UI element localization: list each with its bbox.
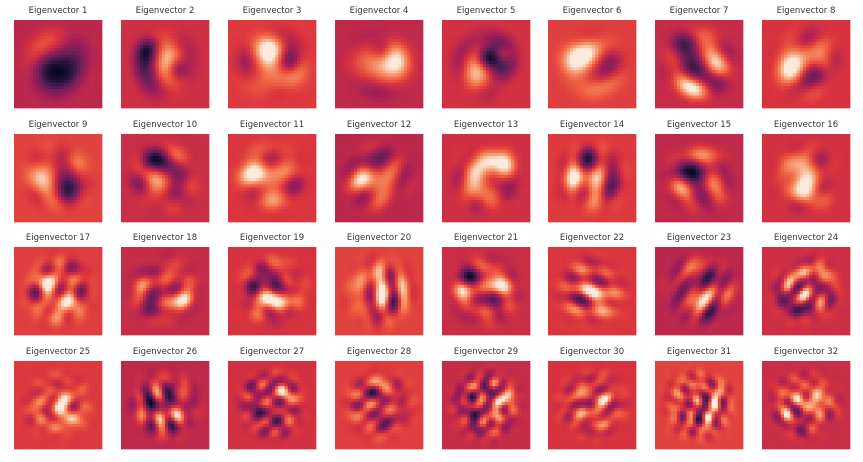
eigenvector-image <box>762 20 851 109</box>
eigenvector-panel: Eigenvector 17 <box>14 233 103 336</box>
eigenvector-panel: Eigenvector 23 <box>655 233 744 336</box>
eigenvector-panel: Eigenvector 15 <box>655 120 744 223</box>
panel-title: Eigenvector 6 <box>563 6 622 16</box>
eigenvector-panel: Eigenvector 4 <box>335 6 424 109</box>
eigenvector-image <box>762 361 851 450</box>
panel-title: Eigenvector 10 <box>133 120 197 130</box>
eigenvector-panel: Eigenvector 3 <box>228 6 317 109</box>
panel-title: Eigenvector 11 <box>240 120 304 130</box>
eigenvector-image <box>228 361 317 450</box>
panel-title: Eigenvector 26 <box>133 347 197 357</box>
eigenvector-image <box>762 134 851 223</box>
panel-title: Eigenvector 19 <box>240 233 304 243</box>
panel-title: Eigenvector 27 <box>240 347 304 357</box>
eigenvector-image <box>121 134 210 223</box>
eigenvector-panel: Eigenvector 11 <box>228 120 317 223</box>
panel-title: Eigenvector 32 <box>774 347 838 357</box>
panel-title: Eigenvector 3 <box>243 6 302 16</box>
panels-group: Eigenvector 1 Eigenvector 2 Eigenvector 3 E… <box>14 6 851 450</box>
panel-title: Eigenvector 23 <box>667 233 731 243</box>
eigenvector-panel: Eigenvector 20 <box>335 233 424 336</box>
eigenvector-image <box>655 361 744 450</box>
eigenvector-panel: Eigenvector 9 <box>14 120 103 223</box>
eigenvector-image <box>655 134 744 223</box>
eigenvector-panel: Eigenvector 27 <box>228 347 317 450</box>
eigenvector-panel: Eigenvector 13 <box>442 120 531 223</box>
panel-title: Eigenvector 25 <box>26 347 90 357</box>
eigenvector-image <box>121 361 210 450</box>
panel-title: Eigenvector 21 <box>454 233 518 243</box>
eigenvector-panel: Eigenvector 26 <box>121 347 210 450</box>
eigenvector-image <box>228 247 317 336</box>
eigenvector-panel: Eigenvector 30 <box>548 347 637 450</box>
eigenvector-image <box>14 134 103 223</box>
eigenvector-image <box>442 20 531 109</box>
panel-title: Eigenvector 18 <box>133 233 197 243</box>
eigenvector-image <box>762 247 851 336</box>
panel-title: Eigenvector 17 <box>26 233 90 243</box>
eigenvector-panel: Eigenvector 6 <box>548 6 637 109</box>
eigenvector-image <box>228 20 317 109</box>
eigenvector-panel: Eigenvector 24 <box>762 233 851 336</box>
eigenvector-panel: Eigenvector 19 <box>228 233 317 336</box>
eigenvector-panel: Eigenvector 10 <box>121 120 210 223</box>
eigenvector-panel: Eigenvector 28 <box>335 347 424 450</box>
eigenvector-panel: Eigenvector 14 <box>548 120 637 223</box>
eigenvector-panel: Eigenvector 8 <box>762 6 851 109</box>
panel-title: Eigenvector 2 <box>136 6 195 16</box>
eigenvector-image <box>548 20 637 109</box>
panel-title: Eigenvector 4 <box>350 6 409 16</box>
eigenvector-image <box>548 247 637 336</box>
eigenvector-image <box>655 20 744 109</box>
eigenvector-panel: Eigenvector 5 <box>442 6 531 109</box>
panel-title: Eigenvector 24 <box>774 233 838 243</box>
eigenvector-panel: Eigenvector 22 <box>548 233 637 336</box>
panel-title: Eigenvector 12 <box>347 120 411 130</box>
panel-title: Eigenvector 20 <box>347 233 411 243</box>
eigenvector-image <box>14 247 103 336</box>
eigenvector-image <box>442 247 531 336</box>
eigenvector-panel: Eigenvector 12 <box>335 120 424 223</box>
eigenvector-panel: Eigenvector 29 <box>442 347 531 450</box>
panel-title: Eigenvector 28 <box>347 347 411 357</box>
eigenvector-panel: Eigenvector 2 <box>121 6 210 109</box>
eigenvector-image <box>228 134 317 223</box>
eigenvector-image <box>14 20 103 109</box>
panel-title: Eigenvector 30 <box>560 347 624 357</box>
panel-title: Eigenvector 14 <box>560 120 624 130</box>
panel-title: Eigenvector 5 <box>457 6 516 16</box>
panel-title: Eigenvector 13 <box>454 120 518 130</box>
eigenvector-image <box>442 134 531 223</box>
eigenvector-panel: Eigenvector 7 <box>655 6 744 109</box>
eigenvector-image <box>442 361 531 450</box>
eigenvector-panel: Eigenvector 21 <box>442 233 531 336</box>
eigenvector-image <box>121 247 210 336</box>
panel-title: Eigenvector 9 <box>29 120 88 130</box>
eigenvector-image <box>548 134 637 223</box>
eigenvector-panel: Eigenvector 1 <box>14 6 103 109</box>
eigenvector-panel: Eigenvector 18 <box>121 233 210 336</box>
eigenvector-panel: Eigenvector 25 <box>14 347 103 450</box>
eigenvector-image <box>655 247 744 336</box>
eigenvector-image <box>335 134 424 223</box>
eigenvector-panel: Eigenvector 31 <box>655 347 744 450</box>
eigenvector-image <box>335 247 424 336</box>
panel-title: Eigenvector 1 <box>29 6 88 16</box>
panel-title: Eigenvector 16 <box>774 120 838 130</box>
eigenvector-image <box>335 20 424 109</box>
eigenvector-panel: Eigenvector 16 <box>762 120 851 223</box>
panel-title: Eigenvector 8 <box>777 6 836 16</box>
panel-title: Eigenvector 31 <box>667 347 731 357</box>
eigenvector-image <box>548 361 637 450</box>
eigenvector-panel: Eigenvector 32 <box>762 347 851 450</box>
eigenvector-image <box>121 20 210 109</box>
eigenvector-image <box>335 361 424 450</box>
panel-title: Eigenvector 22 <box>560 233 624 243</box>
panel-title: Eigenvector 7 <box>670 6 729 16</box>
panel-title: Eigenvector 29 <box>454 347 518 357</box>
eigenvector-image <box>14 361 103 450</box>
panel-title: Eigenvector 15 <box>667 120 731 130</box>
